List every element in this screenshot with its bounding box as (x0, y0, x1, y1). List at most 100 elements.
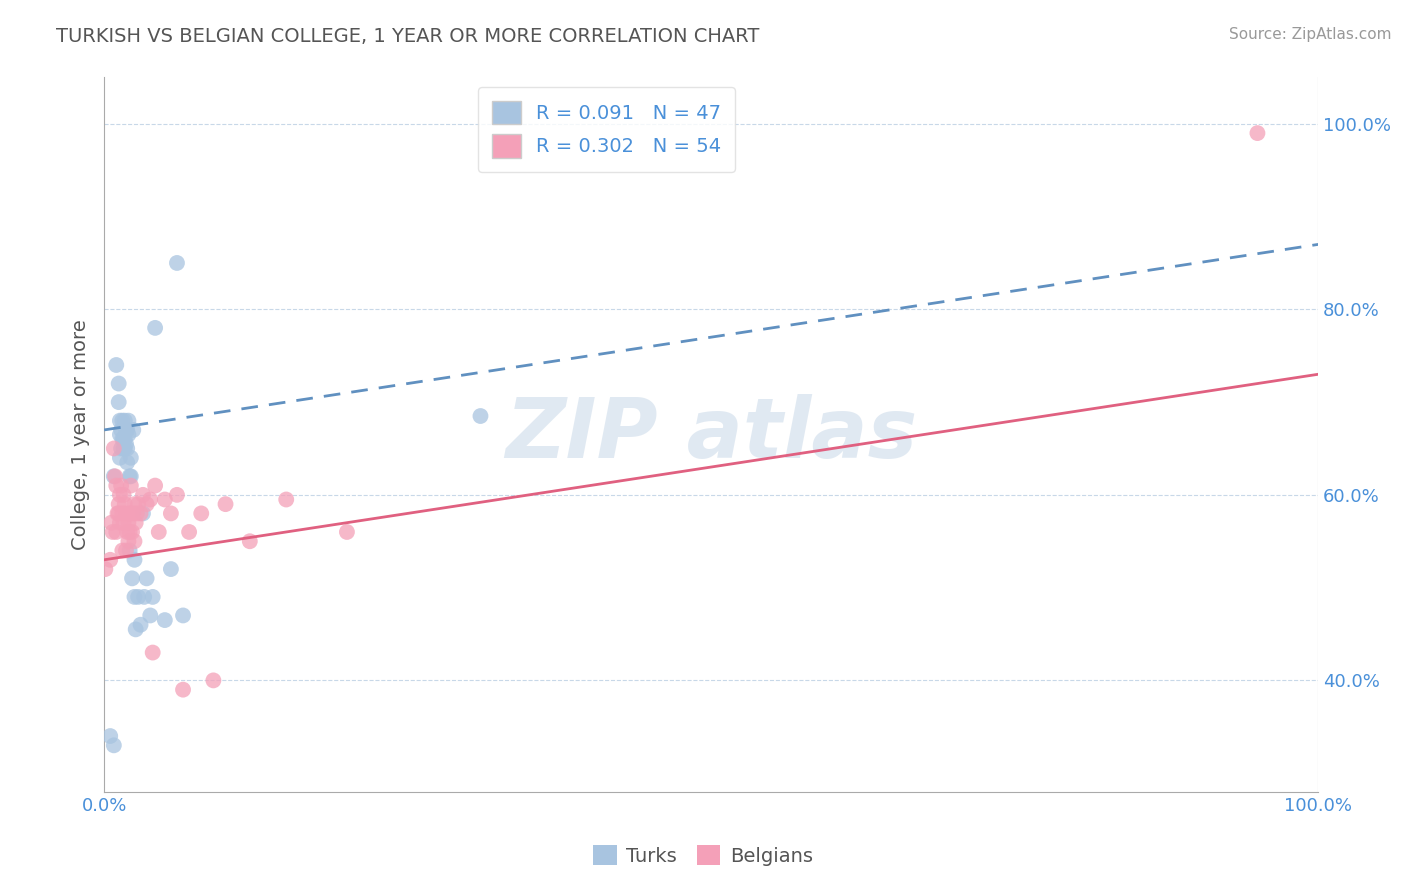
Point (172, 682, 194, 697)
Point (98, 729, 121, 743)
Point (105, 524, 128, 539)
Point (125, 507, 148, 521)
Point (115, 543, 138, 558)
Point (118, 524, 141, 539)
Point (110, 442, 132, 456)
Point (202, 673, 225, 688)
Point (117, 534, 139, 549)
Point (112, 516, 135, 530)
Point (122, 507, 145, 521)
Point (115, 507, 138, 521)
Point (117, 427, 139, 442)
Point (135, 571, 157, 585)
Point (121, 571, 143, 585)
Point (108, 414, 131, 428)
Point (114, 497, 136, 511)
Point (94, 562, 117, 576)
Point (108, 450, 131, 465)
Point (214, 497, 236, 511)
Point (129, 507, 152, 521)
Point (120, 450, 142, 465)
Point (108, 516, 131, 530)
Point (127, 497, 149, 511)
Point (143, 478, 166, 492)
Point (1246, 126, 1268, 140)
Point (124, 534, 146, 549)
Point (139, 608, 162, 623)
Point (125, 623, 148, 637)
Point (115, 455, 138, 469)
Point (104, 469, 127, 483)
Point (108, 427, 131, 442)
Point (118, 469, 141, 483)
Point (98, 553, 121, 567)
Point (111, 432, 134, 446)
Point (112, 432, 135, 446)
Point (105, 478, 128, 492)
Point (120, 507, 142, 521)
Point (103, 739, 125, 753)
Point (110, 478, 132, 492)
Point (120, 478, 142, 492)
Point (103, 469, 125, 483)
Point (112, 488, 135, 502)
Legend: R = 0.091   N = 47, R = 0.302   N = 54: R = 0.091 N = 47, R = 0.302 N = 54 (478, 87, 735, 171)
Point (121, 524, 143, 539)
Legend: Turks, Belgians: Turks, Belgians (585, 838, 821, 873)
Point (172, 608, 194, 623)
Point (166, 256, 188, 270)
Point (134, 590, 156, 604)
Point (107, 507, 129, 521)
Point (105, 358, 128, 372)
Point (129, 617, 152, 632)
Point (107, 497, 129, 511)
Point (108, 488, 131, 502)
Point (124, 553, 146, 567)
Point (336, 524, 359, 539)
Point (124, 497, 146, 511)
Point (115, 442, 138, 456)
Point (107, 507, 129, 521)
Point (166, 488, 188, 502)
Point (142, 590, 165, 604)
Point (114, 432, 136, 446)
Text: TURKISH VS BELGIAN COLLEGE, 1 YEAR OR MORE CORRELATION CHART: TURKISH VS BELGIAN COLLEGE, 1 YEAR OR MO… (56, 27, 759, 45)
Point (143, 321, 166, 335)
Point (103, 442, 125, 456)
Point (179, 524, 201, 539)
Point (148, 524, 170, 539)
Point (153, 613, 176, 627)
Point (117, 414, 139, 428)
Y-axis label: College, 1 year or more: College, 1 year or more (72, 319, 90, 550)
Point (125, 516, 148, 530)
Point (100, 516, 122, 530)
Point (470, 409, 492, 423)
Point (107, 395, 129, 409)
Point (139, 492, 162, 507)
Point (114, 414, 136, 428)
Point (190, 507, 212, 521)
Point (124, 590, 146, 604)
Point (239, 534, 262, 549)
Point (120, 469, 142, 483)
Point (276, 492, 298, 507)
Text: ZIP atlas: ZIP atlas (505, 394, 917, 475)
Point (153, 492, 176, 507)
Point (132, 507, 155, 521)
Point (114, 442, 136, 456)
Point (118, 543, 141, 558)
Point (117, 516, 139, 530)
Point (122, 423, 145, 437)
Point (115, 437, 138, 451)
Point (101, 524, 124, 539)
Point (132, 488, 155, 502)
Point (107, 376, 129, 391)
Point (142, 646, 165, 660)
Point (160, 507, 183, 521)
Point (127, 590, 149, 604)
Point (115, 423, 138, 437)
Point (115, 524, 138, 539)
Point (160, 562, 183, 576)
Point (118, 507, 141, 521)
Point (135, 497, 157, 511)
